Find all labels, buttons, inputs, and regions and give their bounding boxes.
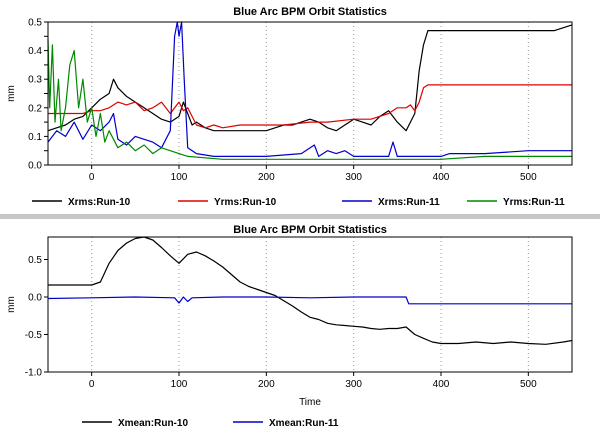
legend-label: Xmean:Run-11 <box>269 418 339 429</box>
chart-title: Blue Arc BPM Orbit Statistics <box>233 6 387 18</box>
y-tick-label: 0.0 <box>28 161 42 172</box>
y-tick-label: -0.5 <box>25 330 43 341</box>
x-tick-label: 200 <box>258 172 275 183</box>
panel-separator <box>0 214 600 219</box>
x-tick-label: 0 <box>89 172 95 183</box>
series-line-2 <box>47 296 572 305</box>
plot-frame <box>47 236 573 373</box>
chart-panel-2: Blue Arc BPM Orbit Statistics 0 100 200 300 4… <box>6 224 573 429</box>
x-tick-label: 300 <box>345 172 362 183</box>
chart-panel-1: Blue Arc BPM Orbit Statistics 0 100 200 300 4… <box>6 6 573 208</box>
series-line-4 <box>47 39 572 160</box>
y-tick-label: 0.3 <box>28 75 42 86</box>
series-line-3 <box>47 21 572 157</box>
x-tick-label: 300 <box>345 379 362 390</box>
plot-frame <box>47 21 573 166</box>
x-tick-label: 500 <box>520 172 537 183</box>
series-line-1 <box>47 24 573 132</box>
legend-label: Xmean:Run-10 <box>118 418 188 429</box>
x-tick-label: 0 <box>89 379 95 390</box>
y-tick-label: -1.0 <box>25 368 43 379</box>
legend-label: Xrms:Run-10 <box>68 197 131 208</box>
y-tick-label: 0.5 <box>28 18 42 29</box>
x-tick-label: 400 <box>433 379 450 390</box>
series-line-1 <box>48 236 573 345</box>
x-tick-label: 500 <box>520 379 537 390</box>
y-tick-label: 0.1 <box>28 132 42 143</box>
series-line-2 <box>48 84 572 129</box>
y-tick-label: 0.4 <box>28 46 42 57</box>
legend-label: Xrms:Run-11 <box>378 197 440 208</box>
x-tick-label: 100 <box>171 379 188 390</box>
legend-label: Yrms:Run-11 <box>503 197 565 208</box>
legend-label: Yrms:Run-10 <box>214 197 277 208</box>
y-axis-label: mm <box>6 296 17 313</box>
chart-title: Blue Arc BPM Orbit Statistics <box>233 224 387 236</box>
x-tick-label: 100 <box>171 172 188 183</box>
x-tick-label: 400 <box>433 172 450 183</box>
y-axis-label: mm <box>6 85 17 102</box>
y-tick-label: 0.2 <box>28 103 42 114</box>
x-axis-label: Time <box>299 397 321 408</box>
y-tick-label: 0.0 <box>28 293 42 304</box>
x-tick-label: 200 <box>258 379 275 390</box>
y-tick-label: 0.5 <box>28 255 42 266</box>
